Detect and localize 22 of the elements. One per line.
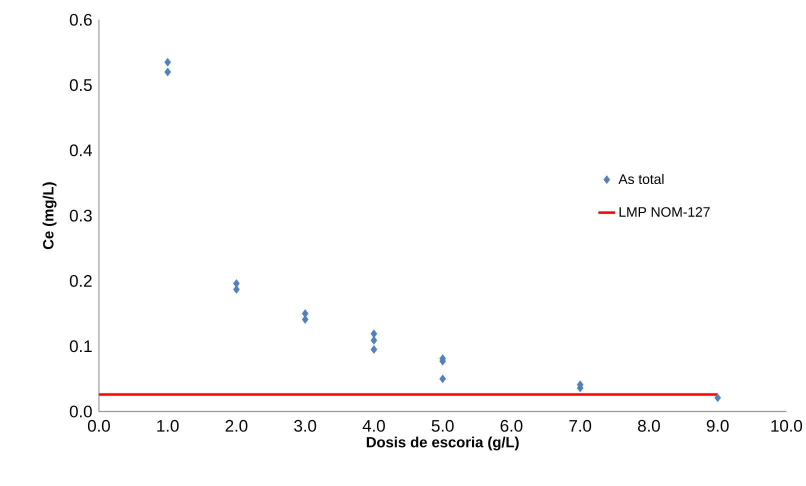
x-tick-label: 7.0: [569, 420, 592, 432]
x-tick-label: 6.0: [500, 420, 522, 432]
x-tick-label: 3.0: [294, 420, 316, 432]
x-tick-label: 5.0: [432, 420, 454, 432]
y-tick-label: 0.4: [70, 144, 92, 156]
x-tick-label: 2.0: [226, 420, 248, 432]
x-tick-label: 4.0: [362, 420, 385, 432]
x-tick-label: 10.0: [771, 420, 802, 432]
y-tick-label: 0.3: [70, 210, 92, 222]
y-tick-label: 0.6: [70, 14, 92, 26]
y-axis-title: Ce (mg/L): [42, 182, 57, 250]
legend-label: LMP NOM-127: [620, 207, 710, 218]
y-tick-label: 0.5: [70, 79, 92, 92]
y-tick-label: 0.2: [70, 275, 92, 288]
x-tick-label: 1.0: [157, 420, 179, 432]
x-tick-label: 0.0: [88, 420, 110, 432]
y-tick-label: 0.1: [70, 340, 92, 352]
legend-label: As total: [618, 174, 664, 184]
x-tick-label: 8.0: [638, 420, 660, 432]
x-tick-label: 9.0: [706, 420, 729, 432]
y-tick-label: 0.0: [70, 406, 92, 418]
x-axis-title: Dosis de escoria (g/L): [366, 436, 519, 451]
